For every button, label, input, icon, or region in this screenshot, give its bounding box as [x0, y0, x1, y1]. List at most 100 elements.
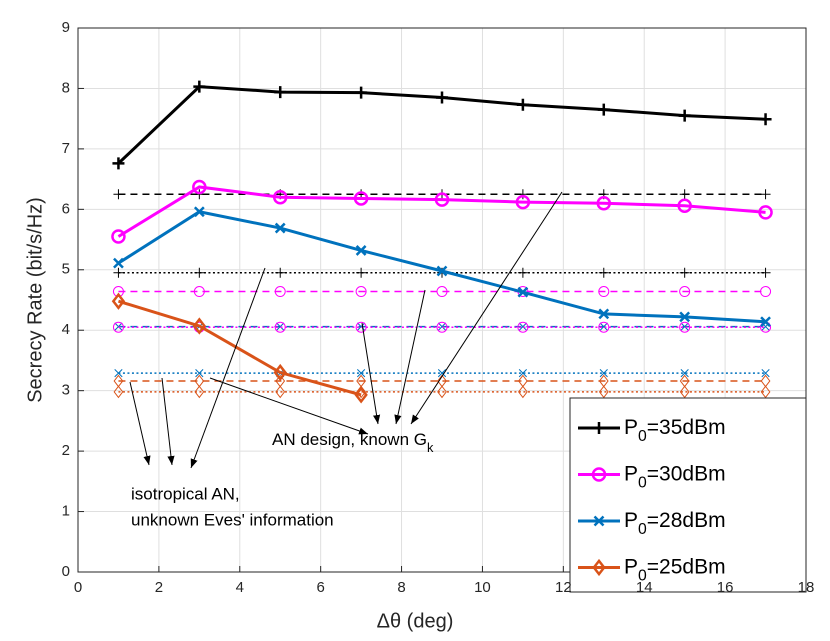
marker	[760, 267, 771, 278]
marker	[113, 385, 124, 399]
y-tick-label: 7	[62, 140, 70, 157]
marker	[355, 286, 367, 297]
marker	[597, 103, 610, 116]
marker	[192, 317, 207, 335]
marker	[598, 286, 610, 297]
marker	[517, 267, 528, 278]
marker	[112, 157, 125, 170]
marker	[112, 321, 124, 333]
marker	[436, 265, 448, 277]
marker	[679, 286, 691, 297]
marker	[113, 257, 124, 269]
marker	[760, 189, 771, 200]
marker	[598, 267, 609, 278]
x-tick-label: 18	[798, 579, 815, 596]
y-tick-label: 9	[62, 19, 70, 36]
y-tick-label: 3	[62, 382, 70, 399]
marker	[274, 222, 286, 234]
marker	[357, 322, 366, 331]
marker	[679, 189, 690, 200]
y-tick-label: 4	[62, 321, 70, 338]
marker	[111, 292, 126, 310]
y-tick-label: 5	[62, 261, 70, 278]
marker	[677, 198, 692, 213]
marker	[354, 386, 368, 404]
marker	[355, 86, 368, 99]
x-tick-label: 14	[636, 579, 653, 596]
marker	[515, 194, 531, 210]
marker	[518, 322, 527, 331]
marker	[593, 515, 605, 527]
x-axis-label: Δθ (deg)	[377, 610, 454, 632]
marker	[276, 322, 285, 331]
marker	[112, 286, 124, 297]
marker	[274, 321, 286, 333]
arrows	[129, 191, 563, 469]
marker	[272, 190, 288, 205]
y-axis-label: Secrecy Rate (bit/s/Hz)	[24, 197, 46, 403]
marker	[518, 385, 528, 399]
marker	[355, 321, 367, 333]
marker	[111, 229, 126, 244]
marker	[274, 286, 286, 297]
x-tick-label: 6	[316, 579, 324, 596]
x-tick-label: 0	[74, 579, 82, 596]
marker	[679, 321, 691, 333]
marker	[598, 321, 610, 333]
x-tick-label: 4	[236, 579, 244, 596]
marker	[759, 113, 772, 126]
legend-label: P0=30dBm	[624, 462, 726, 491]
marker	[193, 206, 205, 218]
marker	[273, 363, 287, 382]
series-line	[117, 185, 766, 238]
marker	[194, 385, 205, 399]
marker	[434, 192, 450, 207]
marker	[598, 385, 609, 399]
marker	[760, 316, 771, 328]
marker	[193, 286, 205, 297]
legend-box	[569, 397, 807, 593]
marker	[437, 369, 447, 378]
marker	[596, 196, 612, 211]
annotation: unknown Eves' information	[131, 510, 334, 529]
x-tick-label: 10	[474, 579, 491, 596]
marker	[758, 205, 773, 220]
marker	[592, 558, 606, 577]
marker	[599, 322, 608, 331]
marker	[195, 369, 204, 378]
marker	[274, 86, 287, 99]
marker	[680, 369, 689, 378]
marker	[437, 385, 447, 399]
marker	[113, 267, 124, 278]
legend-label: P0=28dBm	[624, 509, 726, 538]
y-tick-label: 1	[62, 503, 70, 520]
marker	[679, 267, 690, 278]
marker	[679, 311, 691, 323]
legend-label: P0=35dBm	[624, 416, 726, 445]
legend-label: P0=25dBm	[624, 555, 726, 584]
marker	[678, 109, 691, 122]
axes-box	[77, 27, 807, 573]
marker	[194, 267, 205, 278]
marker	[437, 322, 447, 331]
marker	[113, 189, 124, 200]
marker	[436, 91, 448, 104]
marker	[275, 267, 286, 278]
marker	[591, 467, 607, 482]
x-tick-label: 12	[555, 579, 572, 596]
marker	[355, 245, 367, 256]
marker	[353, 191, 369, 206]
marker	[593, 422, 605, 434]
marker	[192, 179, 207, 195]
marker	[517, 321, 529, 333]
marker	[517, 189, 528, 200]
marker	[194, 189, 205, 200]
marker	[760, 385, 771, 399]
marker	[436, 321, 448, 333]
series-line	[118, 299, 362, 397]
marker	[517, 286, 529, 298]
y-tick-label: 6	[62, 200, 70, 217]
marker	[114, 322, 123, 331]
marker	[680, 322, 689, 331]
